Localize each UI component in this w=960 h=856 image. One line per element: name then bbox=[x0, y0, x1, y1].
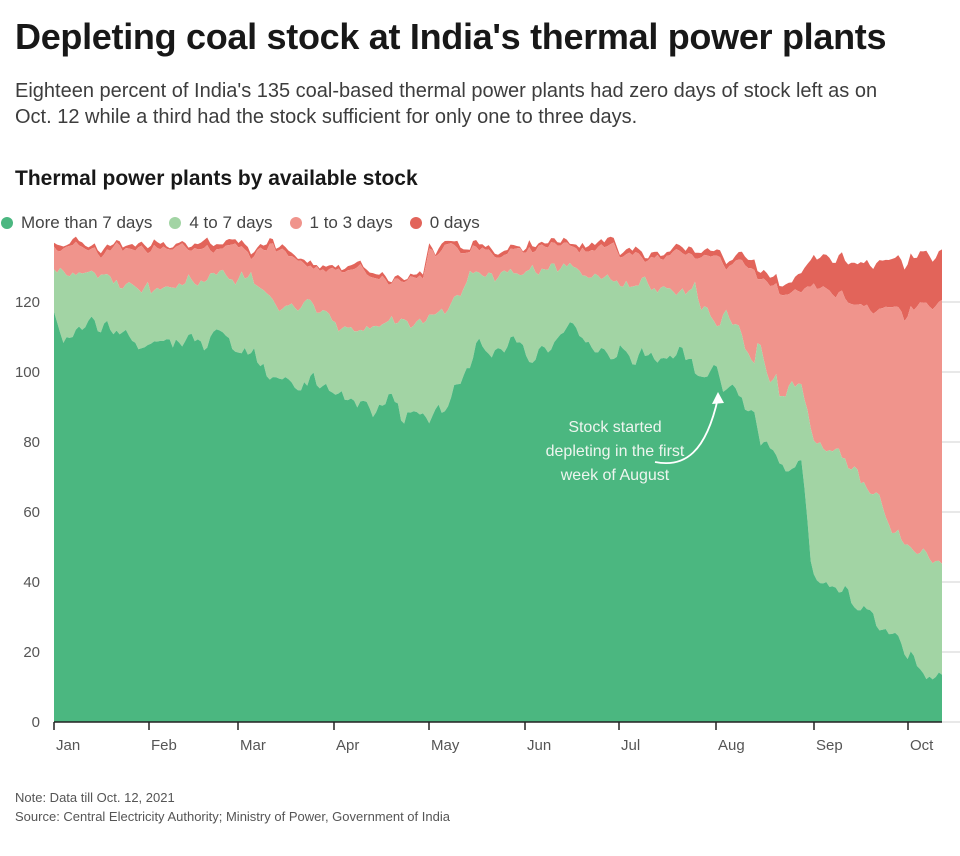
svg-text:Jun: Jun bbox=[527, 737, 551, 754]
svg-text:week of August: week of August bbox=[560, 467, 670, 484]
svg-text:40: 40 bbox=[23, 574, 40, 591]
svg-text:Mar: Mar bbox=[240, 737, 266, 754]
svg-text:20: 20 bbox=[23, 644, 40, 661]
svg-text:Jan: Jan bbox=[56, 737, 80, 754]
svg-text:Feb: Feb bbox=[151, 737, 177, 754]
svg-text:Apr: Apr bbox=[336, 737, 359, 754]
svg-text:Oct: Oct bbox=[910, 737, 934, 754]
svg-text:depleting in the first: depleting in the first bbox=[546, 443, 685, 460]
svg-text:Aug: Aug bbox=[718, 737, 745, 754]
svg-text:Stock started: Stock started bbox=[568, 419, 661, 436]
svg-text:0: 0 bbox=[32, 714, 40, 731]
svg-text:May: May bbox=[431, 737, 460, 754]
svg-text:120: 120 bbox=[15, 294, 40, 311]
svg-text:100: 100 bbox=[15, 364, 40, 381]
svg-text:60: 60 bbox=[23, 504, 40, 521]
svg-text:Jul: Jul bbox=[621, 737, 640, 754]
svg-text:Sep: Sep bbox=[816, 737, 843, 754]
svg-text:80: 80 bbox=[23, 434, 40, 451]
